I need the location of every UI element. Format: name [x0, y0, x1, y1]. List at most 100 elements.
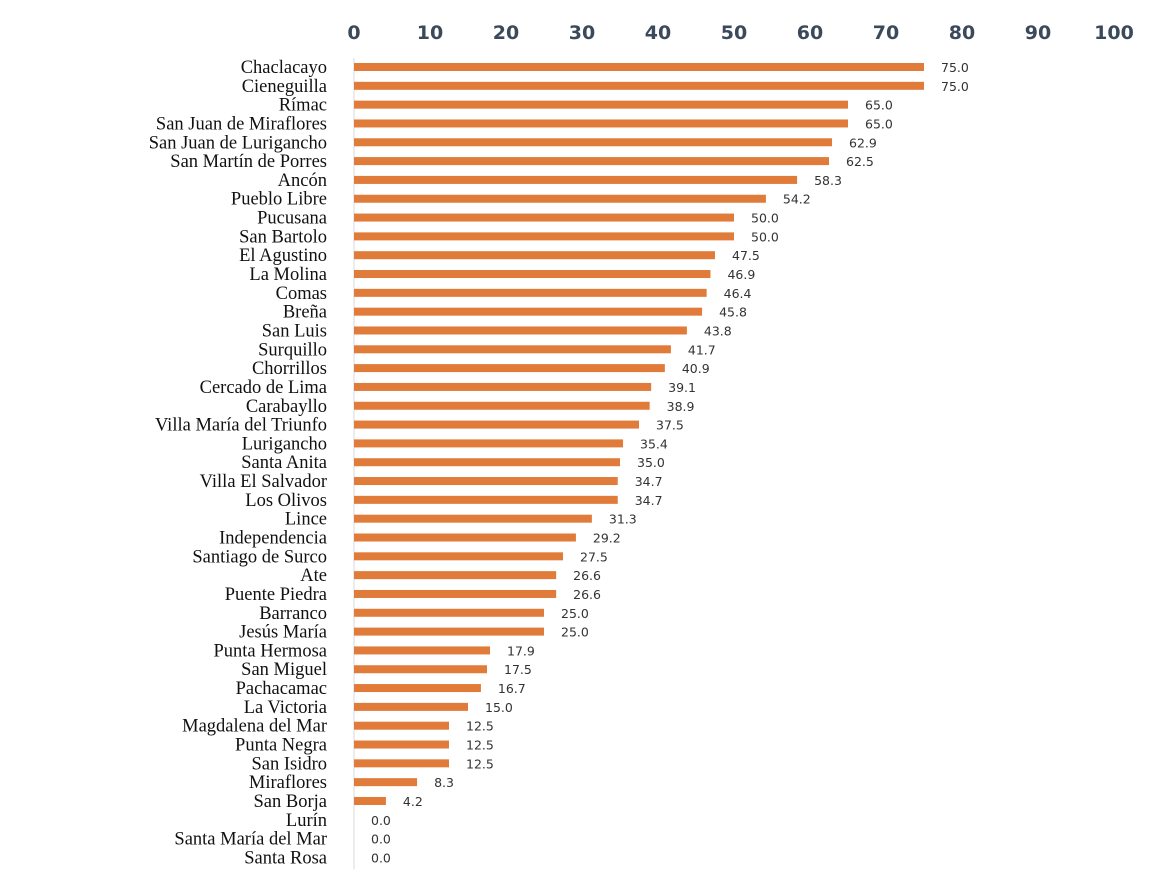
bar	[354, 232, 734, 241]
data-label: 43.8	[704, 323, 732, 338]
bar	[354, 571, 557, 580]
category-label: Chaclacayo	[241, 58, 327, 78]
bar	[354, 288, 707, 297]
x-tick-label: 70	[873, 22, 899, 44]
x-tick-label: 30	[569, 22, 595, 44]
category-label: Miraflores	[249, 773, 327, 793]
data-label: 25.0	[561, 606, 589, 621]
data-label: 62.9	[849, 135, 877, 150]
data-label: 50.0	[751, 229, 779, 244]
data-label: 26.6	[573, 587, 601, 602]
data-label: 41.7	[688, 342, 716, 357]
category-label: Lurigancho	[242, 434, 327, 454]
data-label: 29.2	[593, 531, 621, 546]
category-label: Santa Anita	[241, 453, 327, 473]
bar	[354, 477, 618, 486]
bar	[354, 194, 766, 203]
category-label: Santa María del Mar	[174, 830, 327, 850]
category-label: Lince	[285, 510, 327, 530]
category-label: San Juan de Lurigancho	[149, 133, 327, 153]
data-label: 34.7	[635, 474, 663, 489]
category-label: La Victoria	[244, 698, 327, 718]
x-tick-label: 100	[1094, 22, 1134, 44]
data-label: 17.5	[504, 662, 532, 677]
category-label: Comas	[276, 284, 327, 304]
category-label: Pachacamac	[236, 679, 327, 699]
category-label: La Molina	[249, 265, 327, 285]
data-label: 34.7	[635, 493, 663, 508]
data-label: 46.9	[727, 267, 755, 282]
bar	[354, 157, 829, 166]
category-label: Magdalena del Mar	[182, 717, 327, 737]
x-tick-label: 0	[347, 22, 360, 44]
category-label: Pueblo Libre	[231, 190, 327, 210]
data-label: 0.0	[371, 850, 391, 865]
x-tick-label: 50	[721, 22, 747, 44]
data-label: 17.9	[507, 643, 535, 658]
data-label: 39.1	[668, 380, 696, 395]
bar	[354, 270, 711, 279]
bar	[354, 627, 544, 636]
data-label: 45.8	[719, 305, 747, 320]
data-label: 35.0	[637, 455, 665, 470]
data-label: 65.0	[865, 116, 893, 131]
category-label: Ancón	[278, 171, 327, 191]
category-label: Barranco	[259, 604, 327, 624]
bar	[354, 608, 544, 617]
category-label: Independencia	[219, 529, 327, 549]
category-label: San Juan de Miraflores	[156, 114, 327, 134]
bar	[354, 552, 563, 561]
category-label: Lurín	[286, 811, 327, 831]
bar	[354, 420, 639, 429]
bar	[354, 175, 798, 184]
data-label: 50.0	[751, 211, 779, 226]
bar	[354, 778, 418, 787]
data-label: 47.5	[732, 248, 760, 263]
bar	[354, 251, 715, 260]
category-label: Pucusana	[257, 209, 327, 229]
bar	[354, 740, 449, 749]
bar	[354, 100, 848, 109]
category-label: San Luis	[262, 321, 327, 341]
bar	[354, 401, 650, 410]
bar	[354, 495, 618, 504]
data-label: 15.0	[485, 700, 513, 715]
x-tick-label: 10	[417, 22, 443, 44]
bar	[354, 119, 848, 128]
category-label: San Isidro	[251, 754, 327, 774]
category-label: Breña	[283, 303, 327, 323]
bar	[354, 721, 449, 730]
category-label: Villa María del Triunfo	[155, 416, 327, 436]
data-label: 25.0	[561, 625, 589, 640]
bar	[354, 345, 671, 354]
category-label: Surquillo	[258, 340, 327, 360]
category-label: Ate	[300, 566, 327, 586]
data-label: 12.5	[466, 756, 494, 771]
data-label: 40.9	[682, 361, 710, 376]
category-label: San Martín de Porres	[170, 152, 327, 172]
bar	[354, 533, 576, 542]
bar	[354, 458, 620, 467]
x-tick-label: 90	[1025, 22, 1051, 44]
x-tick-label: 80	[949, 22, 975, 44]
x-tick-label: 20	[493, 22, 519, 44]
data-label: 0.0	[371, 832, 391, 847]
data-label: 75.0	[941, 79, 969, 94]
category-label: San Miguel	[241, 660, 327, 680]
data-label: 27.5	[580, 549, 608, 564]
category-label: Chorrillos	[252, 359, 327, 379]
data-label: 62.5	[846, 154, 874, 169]
category-label: Punta Hermosa	[213, 641, 327, 661]
category-label: Punta Negra	[235, 736, 327, 756]
x-tick-label: 40	[645, 22, 671, 44]
bar	[354, 63, 924, 71]
bar	[354, 307, 703, 316]
category-label: Cieneguilla	[242, 77, 327, 97]
category-label: Santa Rosa	[244, 848, 327, 868]
category-label: El Agustino	[239, 246, 327, 266]
bar	[354, 646, 491, 655]
data-label: 12.5	[466, 738, 494, 753]
bar	[354, 796, 386, 805]
